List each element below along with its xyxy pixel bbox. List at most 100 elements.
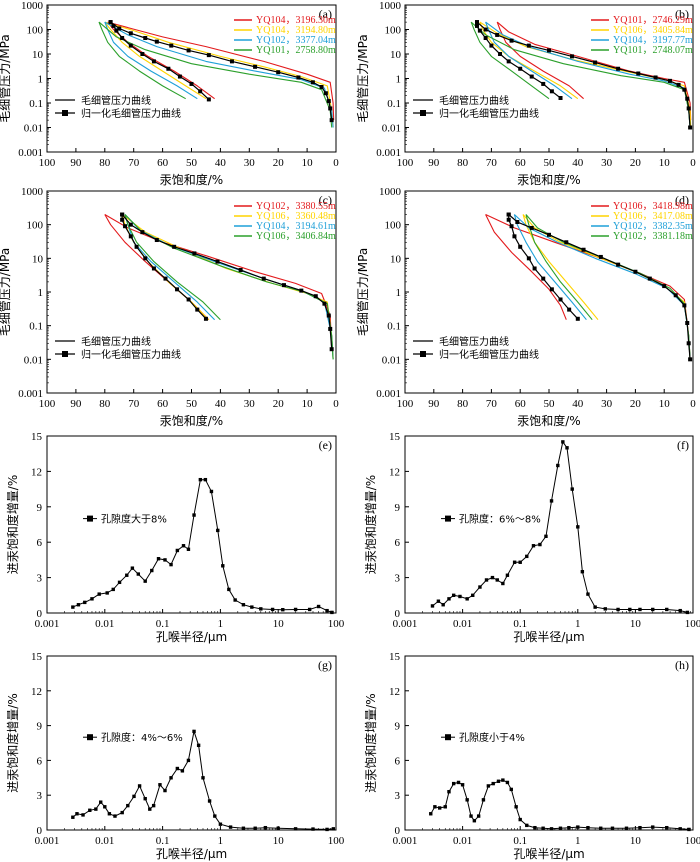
- distribution-point: [567, 825, 571, 830]
- legend-label: 孔隙度小于4%: [459, 731, 525, 744]
- normalized-point: [541, 81, 546, 86]
- distribution-point: [456, 780, 461, 785]
- distribution-point: [465, 597, 469, 601]
- distribution-point: [276, 826, 280, 830]
- x-tick-label: 0.001: [35, 835, 60, 847]
- normalized-point: [667, 78, 672, 83]
- y-tick-label: 15: [31, 651, 43, 663]
- legend-label: YQ106，3417.08m: [613, 211, 693, 222]
- distribution-point: [325, 827, 329, 832]
- x-tick-label: 0.001: [35, 618, 60, 630]
- normalized-point: [326, 313, 331, 318]
- legend-label: YQ102，3382.35m: [613, 221, 693, 232]
- distribution-point: [586, 592, 590, 596]
- distribution-point: [227, 587, 231, 592]
- legend-marker: [445, 734, 451, 741]
- y-tick-label: 10: [390, 49, 402, 61]
- series-line: [525, 214, 593, 321]
- panel-label: (h): [675, 658, 689, 672]
- distribution-point: [316, 604, 321, 609]
- legend-label: YQ106，3418.98m: [613, 201, 693, 212]
- normalized-point: [558, 95, 563, 100]
- y-tick-label: 0: [37, 825, 43, 837]
- x-axis-label: 汞饱和度/%: [160, 413, 223, 428]
- y-tick-label: 1: [396, 287, 402, 299]
- panel-label: (e): [319, 438, 332, 452]
- distribution-point: [451, 593, 456, 597]
- x-tick-label: 0.1: [156, 835, 170, 847]
- normalized-curve: [121, 214, 333, 350]
- normalized-point: [529, 74, 534, 79]
- distribution-point: [126, 803, 130, 808]
- distribution-point: [505, 573, 510, 577]
- legend-label: 毛细管压力曲线: [81, 335, 151, 348]
- distribution-point: [293, 827, 298, 831]
- distribution-point: [76, 603, 81, 607]
- normalized-point: [238, 268, 243, 273]
- x-tick-label: 10: [273, 618, 285, 630]
- distribution-point: [143, 796, 147, 801]
- distribution-point: [501, 581, 505, 586]
- plot-frame: [46, 655, 337, 831]
- distribution-point: [447, 790, 451, 794]
- y-tick-label: 0.1: [387, 321, 401, 333]
- distribution-point: [616, 607, 620, 612]
- distribution-point: [678, 608, 682, 613]
- distribution-point: [447, 597, 451, 601]
- legend-marker: [420, 110, 426, 116]
- series-line: [104, 214, 333, 350]
- normalized-point: [526, 256, 531, 261]
- legend-marker: [445, 515, 451, 522]
- normalized-point: [128, 234, 133, 239]
- distribution-point: [120, 810, 124, 815]
- distribution-point: [429, 812, 433, 816]
- distribution-point: [75, 812, 79, 816]
- series-line: [121, 214, 210, 321]
- normalized-point: [143, 35, 148, 40]
- normalized-curve: [476, 22, 561, 99]
- x-tick-label: 10: [630, 618, 642, 630]
- distribution-point: [651, 825, 655, 829]
- x-tick-label: 10: [302, 157, 314, 169]
- y-tick-label: 3: [37, 790, 43, 802]
- distribution-point: [88, 808, 92, 812]
- legend-label: YQ102，3380.55m: [256, 201, 336, 212]
- distribution-point: [580, 570, 585, 574]
- distribution-point: [293, 607, 298, 612]
- normalized-point: [549, 89, 554, 94]
- normalized-point: [682, 303, 687, 308]
- series-line: [470, 21, 691, 128]
- distribution-point: [490, 575, 495, 580]
- distribution-point: [687, 827, 691, 832]
- legend-marker: [62, 110, 68, 116]
- normalized-point: [686, 106, 691, 111]
- distribution-point: [181, 544, 186, 548]
- x-axis-label: 孔喉半径/μm: [513, 847, 584, 861]
- legend-marker: [62, 351, 68, 357]
- x-axis-label: 汞饱和度/%: [160, 172, 223, 187]
- legend-marker: [87, 734, 93, 741]
- distribution-point: [486, 784, 491, 788]
- distribution-point: [638, 825, 642, 830]
- distribution-point: [71, 605, 75, 609]
- distribution-point: [99, 800, 103, 804]
- normalized-point: [195, 307, 200, 312]
- normalized-point: [673, 293, 678, 298]
- distribution-point: [253, 826, 257, 830]
- x-tick-label: 0.1: [513, 835, 527, 847]
- distribution-point: [603, 607, 607, 611]
- distribution-point: [501, 778, 505, 782]
- legend-label: YQ101，2748.07m: [613, 45, 693, 56]
- distribution-point: [586, 825, 590, 830]
- normalized-point: [151, 59, 156, 64]
- normalized-point: [541, 276, 546, 281]
- series-line: [470, 21, 550, 100]
- normalized-point: [172, 244, 177, 249]
- x-tick-label: 90: [70, 398, 82, 410]
- legend-label: YQ106，3406.84m: [256, 231, 336, 242]
- normalized-point: [128, 43, 133, 48]
- x-tick-label: 70: [486, 398, 498, 410]
- normalized-point: [134, 244, 139, 249]
- distribution-point: [209, 489, 214, 494]
